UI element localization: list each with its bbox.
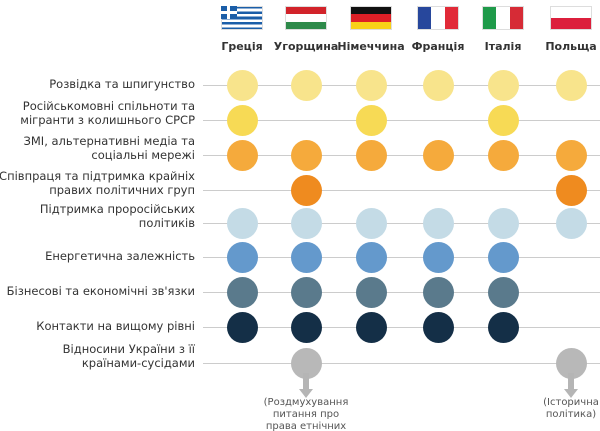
- row-label: Контакти на вищому рівні: [36, 319, 195, 333]
- arrow-down-icon: [299, 389, 313, 398]
- country-label: Польща: [545, 40, 597, 53]
- dot-germany: [355, 139, 387, 171]
- dot-italy: [487, 139, 519, 171]
- dot-france: [422, 207, 454, 239]
- dot-italy: [487, 69, 519, 101]
- dot-hungary: [290, 174, 322, 206]
- flag-poland-icon: [550, 6, 592, 30]
- dot-greece: [226, 311, 258, 343]
- dot-greece: [226, 207, 258, 239]
- country-label: Греція: [221, 40, 263, 53]
- arrow-down-icon: [564, 389, 578, 398]
- dot-greece: [226, 104, 258, 136]
- dot-germany: [355, 69, 387, 101]
- note-text: (Історична політика): [543, 397, 599, 420]
- row-line: [203, 363, 600, 364]
- dot-hungary: [290, 139, 322, 171]
- dot-greece: [226, 139, 258, 171]
- row-line: [203, 327, 600, 328]
- row-line: [203, 292, 600, 293]
- flag-hungary-icon: [285, 6, 327, 30]
- dot-germany: [355, 276, 387, 308]
- dot-poland: [555, 174, 587, 206]
- dot-italy: [487, 104, 519, 136]
- row-line: [203, 223, 600, 224]
- dot-germany: [355, 311, 387, 343]
- dot-hungary: [290, 69, 322, 101]
- arrow-shaft: [303, 373, 309, 390]
- dot-greece: [226, 241, 258, 273]
- dot-hungary: [290, 311, 322, 343]
- dot-hungary: [290, 241, 322, 273]
- arrow-shaft: [568, 373, 574, 390]
- row-label: Бізнесові та економічні зв'язки: [6, 284, 195, 298]
- row-label: Підтримка проросійських політиків: [39, 202, 195, 230]
- dot-italy: [487, 207, 519, 239]
- greece-cross: [227, 6, 231, 20]
- country-label: Італія: [484, 40, 522, 53]
- dot-poland: [555, 139, 587, 171]
- row-line: [203, 155, 600, 156]
- dot-italy: [487, 311, 519, 343]
- row-line: [203, 190, 600, 191]
- row-line: [203, 85, 600, 86]
- dot-greece: [226, 276, 258, 308]
- dot-germany: [355, 241, 387, 273]
- row-label: Розвідка та шпигунство: [49, 77, 195, 91]
- dot-poland: [555, 69, 587, 101]
- row-line: [203, 257, 600, 258]
- dot-hungary: [290, 207, 322, 239]
- row-label: Російськомовні спільноти та мігранти з к…: [20, 99, 195, 127]
- flag-italy-icon: [482, 6, 524, 30]
- dot-italy: [487, 276, 519, 308]
- flag-france-icon: [417, 6, 459, 30]
- dot-france: [422, 276, 454, 308]
- dot-italy: [487, 241, 519, 273]
- flag-greece-icon: [221, 6, 263, 30]
- flag-germany-icon: [350, 6, 392, 30]
- dot-france: [422, 241, 454, 273]
- dot-france: [422, 311, 454, 343]
- row-line: [203, 120, 600, 121]
- row-label: Енергетична залежність: [45, 249, 195, 263]
- note-text: (Роздмухування питання про права етнічни…: [263, 397, 349, 431]
- row-label: Співпраця та підтримка крайніх правих по…: [0, 169, 195, 197]
- row-label: Відносини України з її країнами-сусідами: [62, 342, 195, 370]
- dot-hungary: [290, 276, 322, 308]
- dot-poland: [555, 207, 587, 239]
- country-label: Франція: [411, 40, 465, 53]
- dot-greece: [226, 69, 258, 101]
- dot-germany: [355, 207, 387, 239]
- dot-france: [422, 69, 454, 101]
- dot-germany: [355, 104, 387, 136]
- dot-france: [422, 139, 454, 171]
- country-label: Угорщина: [273, 40, 339, 53]
- greece-canton: [221, 6, 237, 20]
- country-label: Німеччина: [337, 40, 405, 53]
- row-label: ЗМІ, альтернативні медіа та соціальні ме…: [23, 134, 195, 162]
